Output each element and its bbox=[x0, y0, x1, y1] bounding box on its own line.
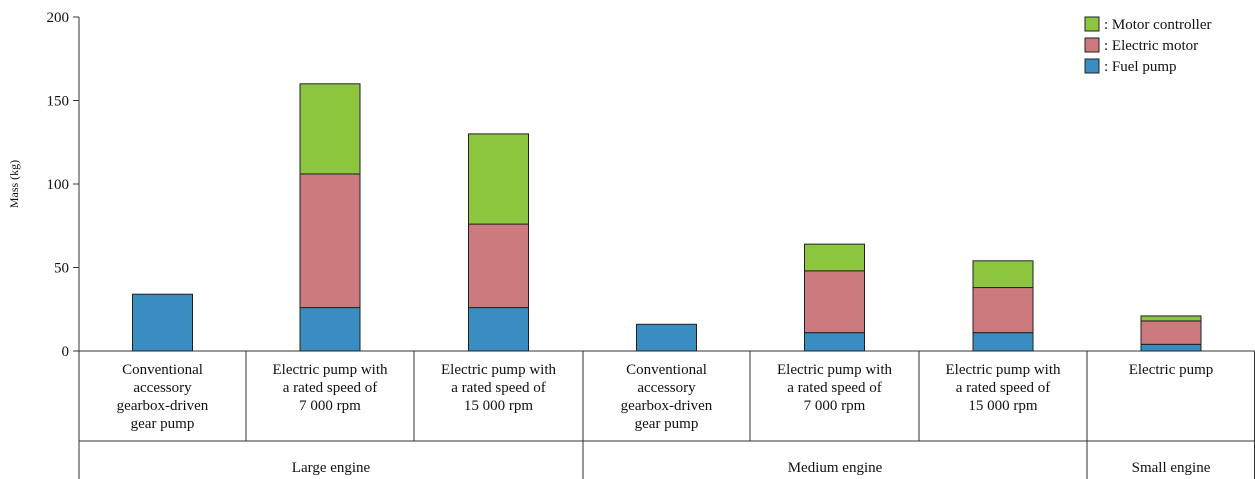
bar-electric-motor-2 bbox=[468, 223, 529, 309]
legend-swatch bbox=[1084, 37, 1100, 53]
legend-swatch bbox=[1084, 58, 1100, 74]
category-labels: Conventional accessory gearbox-driven gear … bbox=[117, 362, 1214, 476]
bar-motor-controller-4 bbox=[804, 243, 865, 272]
y-tick-label: 100 bbox=[47, 177, 70, 193]
y-tick-label: 200 bbox=[47, 10, 70, 26]
category-label: Electric pump with a rated speed of 7 000 … bbox=[777, 362, 892, 414]
legend: : Motor controller : Electric motor : Fuel… bbox=[1084, 16, 1211, 75]
bar-fuel-pump-4 bbox=[804, 332, 865, 352]
category-label: Electric pump with a rated speed of 7 000 … bbox=[273, 362, 388, 414]
bar-fuel-pump-0 bbox=[132, 293, 193, 352]
bar-electric-motor-1 bbox=[299, 173, 361, 309]
legend-label: : Motor controller bbox=[1104, 17, 1211, 33]
y-tick-label: 0 bbox=[62, 344, 70, 360]
bar-motor-controller-5 bbox=[972, 260, 1034, 289]
legend-label: : Electric motor bbox=[1104, 38, 1198, 54]
bar-fuel-pump-1 bbox=[299, 307, 361, 352]
bar-electric-motor-4 bbox=[804, 270, 865, 334]
category-label: Electric pump with a rated speed of 15 000… bbox=[441, 362, 556, 414]
group-label: Large engine bbox=[292, 460, 371, 476]
bar-electric-motor-5 bbox=[972, 287, 1034, 334]
bar-electric-motor-6 bbox=[1140, 320, 1202, 345]
bars bbox=[132, 83, 1202, 352]
legend-swatch bbox=[1084, 16, 1100, 32]
bar-motor-controller-6 bbox=[1140, 315, 1202, 322]
bar-fuel-pump-3 bbox=[636, 323, 697, 352]
legend-label: : Fuel pump bbox=[1104, 59, 1177, 75]
category-label: Conventional accessory gearbox-driven gear … bbox=[117, 362, 209, 432]
group-label: Small engine bbox=[1132, 460, 1211, 476]
group-label: Medium engine bbox=[788, 460, 883, 476]
category-label: Electric pump bbox=[1129, 362, 1214, 378]
bar-fuel-pump-5 bbox=[972, 332, 1034, 352]
bar-motor-controller-2 bbox=[468, 133, 529, 225]
bar-fuel-pump-6 bbox=[1140, 343, 1202, 352]
category-label: Electric pump with a rated speed of 15 000… bbox=[946, 362, 1061, 414]
y-tick-label: 150 bbox=[47, 94, 70, 110]
category-label: Conventional accessory gearbox-driven gear … bbox=[621, 362, 713, 432]
bar-fuel-pump-2 bbox=[468, 307, 529, 352]
y-axis-label: Mass (kg) bbox=[7, 160, 21, 208]
bar-motor-controller-1 bbox=[299, 83, 361, 175]
y-tick-label: 50 bbox=[54, 261, 69, 277]
